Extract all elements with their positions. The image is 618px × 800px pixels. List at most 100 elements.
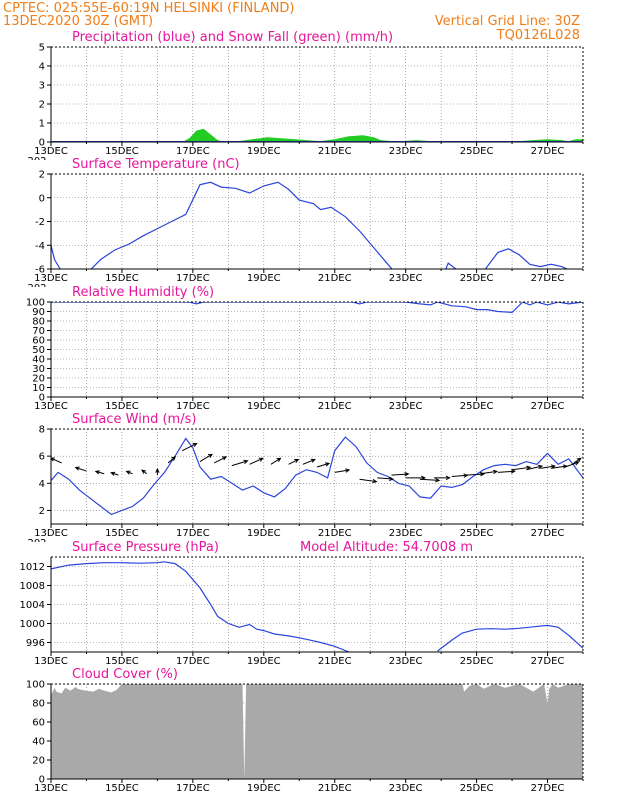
wind-arrow-head [445, 475, 451, 481]
wind-arrow-head [404, 472, 410, 477]
wind-arrow [551, 465, 567, 469]
wind-arrow [419, 478, 440, 481]
x-tick-label: 27DEC [531, 783, 565, 794]
wind-arrow-head [294, 459, 300, 464]
y-tick-label: 0 [39, 138, 45, 149]
wind-arrow-head [576, 457, 582, 463]
wind-arrow-head [492, 469, 499, 475]
plot-area-wind [51, 429, 583, 524]
year-label: 202 [27, 156, 46, 167]
panel-cloud: 0 20 40 60 80 100 13DEC 15DEC 17DEC 19DEC 21DEC 23D… [26, 667, 584, 794]
y-tick-label: 80 [32, 699, 45, 710]
y-tick-label: 60 [32, 718, 45, 729]
wind-arrow [334, 469, 350, 473]
wind-arrow-head [510, 469, 516, 474]
x-tick-label: 15DEC [105, 783, 139, 794]
plot-area-precip [51, 47, 583, 142]
x-tick-label: 25DEC [460, 273, 494, 284]
x-tick-label: 17DEC [176, 528, 210, 539]
x-tick-label: 25DEC [460, 656, 494, 667]
panel-precip: 0 1 2 3 4 5 13DEC 15DEC 17DEC 19DEC 21DEC 23DEC 25DE… [27, 30, 584, 167]
x-tick-label: 13DEC [34, 146, 68, 157]
wind-arrow [199, 453, 213, 463]
x-tick-label: 25DEC [460, 401, 494, 412]
wind-line [51, 436, 583, 516]
wind-arrow-head [94, 470, 100, 475]
snowfall-area [51, 128, 583, 142]
x-tick-label: 13DEC [34, 401, 68, 412]
x-tick-label: 17DEC [176, 401, 210, 412]
wind-arrow [302, 459, 315, 465]
x-tick-label: 13DEC [34, 528, 68, 539]
humidity-line [51, 302, 583, 314]
header-station: CPTEC: 025:55E-60:19N HELSINKI (FINLAND) [3, 1, 295, 16]
x-tick-label: 21DEC [318, 656, 352, 667]
x-tick-label: 27DEC [531, 656, 565, 667]
year-label: 202 [27, 538, 46, 549]
y-tick-label: 40 [32, 355, 45, 366]
y-tick-label: 0 [39, 193, 45, 204]
wind-arrow [270, 457, 281, 465]
y-tick-label: 6 [39, 452, 45, 463]
x-tick-label: 27DEC [531, 401, 565, 412]
wind-arrow-head [171, 456, 177, 461]
y-tick-label: 70 [32, 326, 45, 337]
y-tick-label: 100 [26, 680, 45, 691]
wind-arrow [182, 443, 197, 452]
x-tick-label: 21DEC [318, 273, 352, 284]
x-tick-label: 15DEC [105, 656, 139, 667]
pressure-line-segment [437, 624, 583, 652]
y-tick-label: -6 [35, 265, 45, 276]
y-tick-label: 100 [26, 298, 45, 309]
y-tick-label: 1000 [20, 619, 45, 630]
wind-arrow [480, 470, 498, 475]
panel-wind: 2 4 6 8 13DEC 15DEC 17DEC 19DEC 21DEC 23DEC 25DEC 2… [27, 412, 584, 549]
wind-arrow [377, 477, 393, 480]
x-tick-label: 15DEC [105, 401, 139, 412]
wind-arrow-head [141, 469, 147, 474]
wind-arrow [451, 474, 468, 477]
wind-arrow [213, 456, 227, 464]
wind-arrow [565, 461, 579, 468]
wind-arrow [526, 465, 542, 471]
y-tick-label: 2 [39, 506, 45, 517]
wind-arrow [95, 470, 105, 475]
wind-arrow [167, 456, 176, 464]
y-tick-label: 5 [39, 43, 45, 54]
wind-arrow [288, 459, 299, 465]
wind-arrow-head [110, 471, 116, 476]
wind-arrow [231, 460, 248, 467]
header-grid-line: Vertical Grid Line: 30Z [435, 14, 580, 29]
y-tick-label: 10 [32, 383, 45, 394]
plot-area-humidity [51, 302, 583, 397]
plot-area-temperature [51, 174, 583, 269]
y-tick-label: -4 [35, 241, 45, 252]
y-tick-label: 30 [32, 364, 45, 375]
wind-arrow-head [276, 457, 282, 462]
wind-arrow [249, 457, 264, 465]
wind-arrow [316, 462, 330, 468]
panel-title-pressure: Surface Pressure (hPa) [72, 540, 219, 555]
year-label: 202 [27, 283, 46, 294]
x-tick-label: 21DEC [318, 783, 352, 794]
wind-arrow-head [537, 464, 544, 469]
panel-title-cloud: Cloud Cover (%) [72, 667, 178, 682]
y-tick-label: 20 [32, 756, 45, 767]
x-tick-label: 23DEC [389, 273, 423, 284]
y-tick-label: 4 [39, 62, 45, 73]
wind-arrow-head [345, 468, 351, 473]
wind-arrow [512, 466, 531, 471]
model-altitude-label: Model Altitude: 54.7008 m [300, 540, 473, 555]
temperature-line-segment [484, 248, 569, 269]
wind-arrow-head [74, 466, 80, 471]
y-tick-label: 60 [32, 336, 45, 347]
y-tick-label: 2 [39, 100, 45, 111]
x-tick-label: 15DEC [105, 528, 139, 539]
panel-title-wind: Surface Wind (m/s) [72, 412, 196, 427]
panel-temperature: -6 -4 -2 0 2 13DEC 15DEC 17DEC 19DEC 21DEC 23DEC 25… [27, 157, 584, 294]
y-tick-label: 90 [32, 307, 45, 318]
wind-arrow-head [192, 442, 198, 448]
x-tick-label: 19DEC [247, 783, 281, 794]
